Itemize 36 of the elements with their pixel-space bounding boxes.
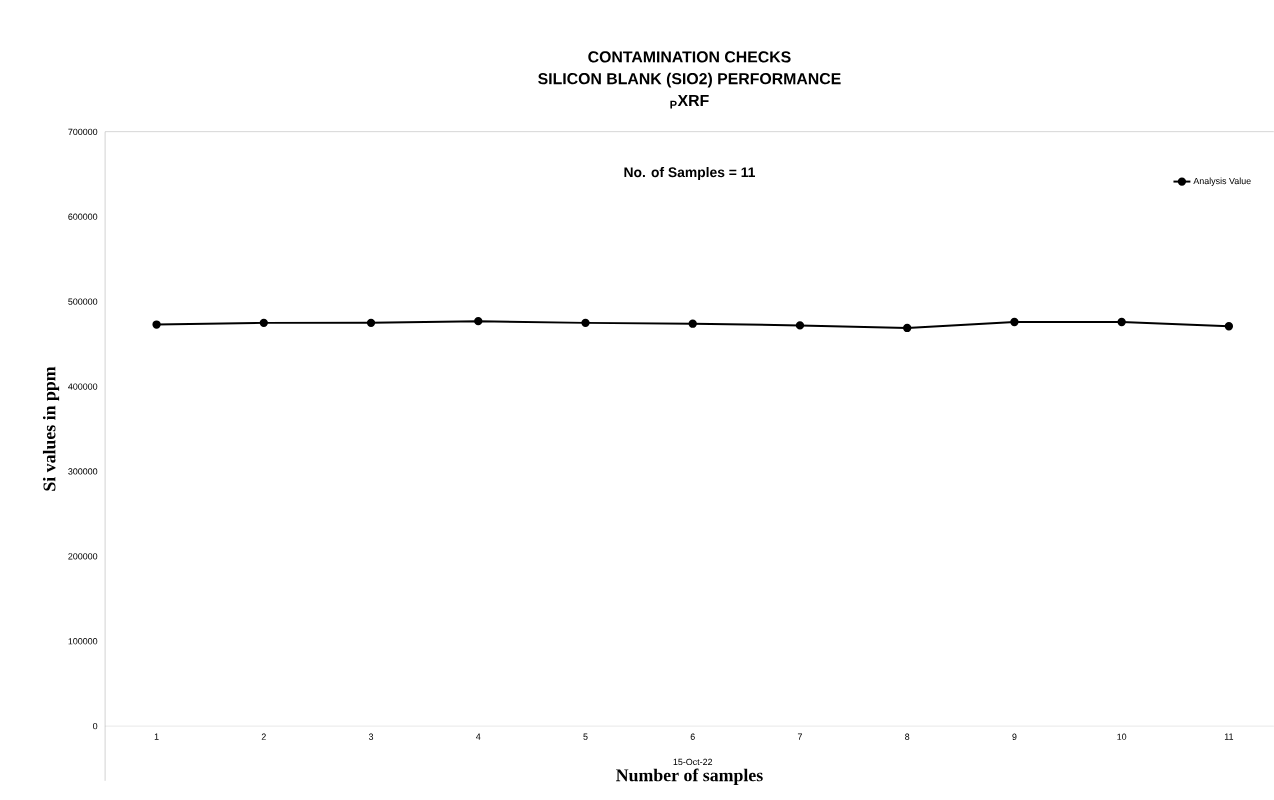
x-tick-label: 3 (368, 733, 374, 740)
legend-label: Analysis Value (1193, 177, 1251, 186)
x-tick-label: 9 (1012, 733, 1017, 740)
x-tick-label: 4 (475, 733, 481, 740)
point (1010, 317, 1019, 327)
point (1117, 317, 1126, 327)
annotation: No. of Samples = 11 (624, 166, 756, 180)
point (903, 323, 912, 333)
point (152, 320, 161, 329)
x-tick-label: 1 (154, 733, 159, 740)
x-tick-label: 2 (261, 733, 266, 740)
y-axis-title: Si values in ppm (42, 366, 60, 491)
x-axis-title: Number of samples (616, 768, 763, 785)
point (1224, 322, 1234, 331)
x-tick-label: 7 (797, 733, 802, 740)
x-tick-label: 5 (583, 733, 588, 740)
point (259, 318, 268, 328)
y-tick-label: 400000 (68, 383, 98, 390)
text: 15-Oct-22 (673, 758, 713, 766)
y-tick-label: 500000 (68, 298, 98, 305)
point (581, 318, 590, 328)
y-tick-label: 100000 (68, 638, 98, 645)
point (795, 321, 805, 330)
y-tick-label: 300000 (68, 468, 98, 475)
x-tick-label: 10 (1117, 733, 1127, 740)
point (688, 319, 697, 328)
chart-title: CONTAMINATION CHECKS SILICON BLANK (SIO2) PERFORMANCE $_{P}$XRF (538, 51, 841, 109)
y-tick-label: 700000 (68, 128, 98, 135)
y-tick-label: 0 (93, 722, 98, 730)
point (474, 317, 483, 326)
point (366, 318, 376, 328)
x-tick-label: 8 (905, 733, 910, 740)
x-tick-label: 11 (1224, 733, 1234, 740)
y-tick-label: 200000 (68, 553, 98, 560)
x-tick-label: 6 (690, 733, 695, 740)
y-tick-label: 600000 (68, 213, 98, 220)
